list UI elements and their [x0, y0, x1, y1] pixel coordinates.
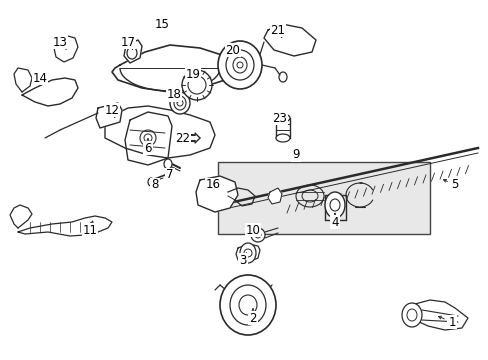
Text: 9: 9 — [292, 148, 299, 162]
Ellipse shape — [329, 199, 339, 211]
Text: 17: 17 — [120, 36, 135, 49]
Ellipse shape — [225, 50, 253, 80]
Ellipse shape — [163, 159, 172, 169]
Ellipse shape — [127, 47, 137, 59]
Ellipse shape — [182, 70, 212, 100]
Text: 21: 21 — [270, 23, 285, 36]
Text: 18: 18 — [166, 89, 181, 102]
Text: 20: 20 — [225, 44, 240, 57]
Ellipse shape — [220, 275, 275, 335]
Text: 1: 1 — [447, 315, 455, 328]
FancyBboxPatch shape — [218, 162, 429, 234]
Polygon shape — [404, 300, 467, 330]
Text: 4: 4 — [330, 216, 338, 229]
Ellipse shape — [254, 232, 261, 238]
Text: 3: 3 — [239, 253, 246, 266]
Polygon shape — [236, 244, 260, 262]
Text: 14: 14 — [32, 72, 47, 85]
Text: 10: 10 — [245, 224, 260, 237]
Polygon shape — [267, 188, 282, 204]
Ellipse shape — [275, 114, 289, 122]
Text: 15: 15 — [154, 18, 169, 31]
Ellipse shape — [239, 295, 257, 315]
Polygon shape — [54, 36, 78, 62]
Polygon shape — [112, 45, 235, 92]
Ellipse shape — [232, 57, 246, 73]
Polygon shape — [96, 103, 122, 128]
Polygon shape — [105, 106, 215, 158]
Text: 12: 12 — [104, 104, 119, 117]
Text: 19: 19 — [185, 68, 200, 81]
Text: 6: 6 — [144, 141, 151, 154]
Text: 16: 16 — [205, 179, 220, 192]
Polygon shape — [10, 205, 32, 228]
Text: 13: 13 — [52, 36, 67, 49]
Ellipse shape — [401, 303, 421, 327]
Ellipse shape — [218, 41, 262, 89]
Ellipse shape — [240, 243, 256, 263]
Ellipse shape — [174, 96, 185, 110]
Polygon shape — [125, 112, 172, 165]
Ellipse shape — [406, 309, 416, 321]
Polygon shape — [275, 118, 289, 138]
Text: 2: 2 — [249, 311, 256, 324]
Polygon shape — [124, 40, 142, 63]
Text: 8: 8 — [151, 179, 159, 192]
Ellipse shape — [148, 178, 154, 186]
Ellipse shape — [187, 76, 205, 94]
Ellipse shape — [237, 62, 243, 68]
Text: 11: 11 — [82, 224, 97, 237]
Ellipse shape — [250, 228, 264, 242]
Ellipse shape — [229, 285, 265, 325]
Text: 23: 23 — [272, 112, 287, 125]
Polygon shape — [264, 24, 315, 56]
Polygon shape — [196, 176, 238, 212]
Polygon shape — [22, 78, 78, 106]
Ellipse shape — [325, 192, 345, 218]
Text: 7: 7 — [166, 168, 173, 181]
Text: 22: 22 — [175, 131, 190, 144]
Polygon shape — [18, 216, 112, 236]
Text: 5: 5 — [450, 179, 458, 192]
Ellipse shape — [170, 92, 190, 114]
Polygon shape — [14, 68, 32, 92]
Ellipse shape — [275, 134, 289, 142]
